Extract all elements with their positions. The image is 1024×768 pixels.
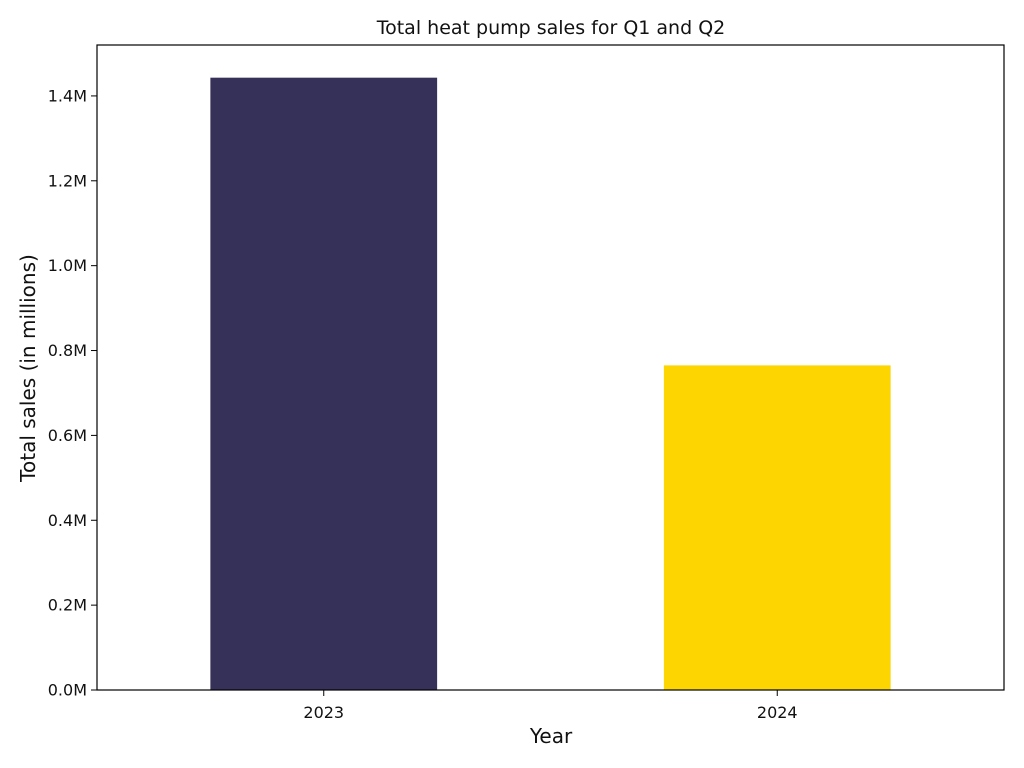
y-axis-label: Total sales (in millions)	[16, 254, 40, 483]
x-axis-label: Year	[529, 724, 573, 748]
y-tick-label: 1.2M	[48, 171, 87, 190]
y-tick-label: 0.8M	[48, 341, 87, 360]
y-tick-label: 0.4M	[48, 511, 87, 530]
y-tick-label: 0.2M	[48, 596, 87, 615]
plot-area: 0.0M 0.2M 0.4M 0.6M 0.8M 1.0M 1.2M 1.4M 2023 2024	[48, 77, 891, 722]
y-tick-label: 1.4M	[48, 86, 87, 105]
bar-2023	[210, 77, 438, 691]
chart-title: Total heat pump sales for Q1 and Q2	[376, 17, 726, 39]
x-tick-label: 2024	[757, 703, 798, 722]
y-tick-label: 0.6M	[48, 426, 87, 445]
bar-2024	[663, 365, 891, 690]
x-tick-label: 2023	[303, 703, 344, 722]
y-tick-label: 1.0M	[48, 256, 87, 275]
plot-frame	[96, 44, 1005, 691]
y-tick-label: 0.0M	[48, 681, 87, 700]
